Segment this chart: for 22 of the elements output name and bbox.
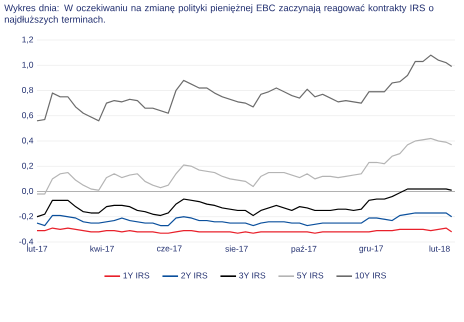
y-tick-label: 1,2 (22, 36, 34, 44)
y-tick-label: 0,6 (22, 112, 34, 120)
y-tick-label: 0,0 (22, 188, 34, 195)
legend-label: 2Y IRS (181, 272, 208, 278)
legend-label: 10Y IRS (355, 272, 386, 278)
x-tick-label: lut-18 (430, 246, 450, 252)
x-tick-label: kwi-17 (90, 246, 114, 252)
chart-title: Wykres dnia: W oczekiwaniu na zmianę polityki pieniężnej EBC zaczynają reagować kontrakty IRS o najdłuższych terminach. (4, 4, 434, 25)
legend-label: 5Y IRS (297, 272, 324, 278)
y-tick-label: 0,4 (22, 138, 34, 144)
x-tick-label: gru-17 (359, 246, 383, 254)
y-tick-label: 0,8 (22, 87, 34, 94)
x-tick-label: lut-17 (26, 246, 48, 252)
legend-label: 1Y IRS (123, 272, 150, 278)
legend-label: 3Y IRS (239, 272, 266, 278)
y-tick-label: -0,2 (19, 213, 34, 220)
x-tick-label: paź-17 (292, 246, 316, 254)
x-tick-label: sie-17 (225, 246, 248, 252)
y-tick-label: 1,0 (22, 62, 34, 69)
x-tick-label: cze-17 (157, 246, 182, 252)
y-tick-label: 0,2 (22, 162, 34, 170)
y-tick-label: -0,4 (19, 238, 34, 246)
